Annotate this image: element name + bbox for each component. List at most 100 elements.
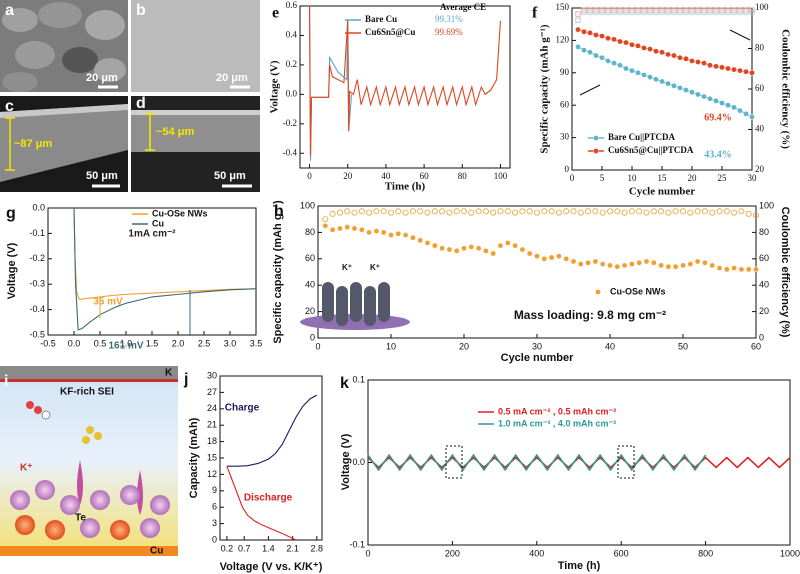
data-point [709, 262, 716, 269]
data-point [629, 41, 635, 48]
ce-point [534, 209, 541, 216]
ce-point [575, 11, 581, 17]
ce-point [753, 212, 760, 219]
data-point [724, 266, 730, 273]
sem-b: b 20 μm [131, 0, 260, 92]
ce-point [475, 208, 482, 215]
ce-point [643, 209, 650, 216]
ce-point [336, 209, 343, 216]
ce-point [395, 208, 402, 215]
data-point [753, 266, 759, 273]
plot-frame [367, 379, 791, 546]
data-point [731, 66, 737, 73]
ce-point [647, 7, 653, 13]
sei-label: KF-rich SEI [60, 387, 114, 398]
scale-label: 50 μm [86, 170, 118, 182]
x-tick-label: -0.5 [40, 338, 56, 348]
ce-point [592, 208, 599, 215]
panel-label: g [6, 205, 16, 222]
legend-marker [595, 289, 601, 295]
data-point [719, 64, 725, 71]
ce-point [497, 208, 504, 215]
ce-point [519, 208, 526, 215]
legend-label: Cu-OSe NWs [610, 286, 666, 296]
data-point [519, 246, 526, 253]
y-axis-label: Specific capacity (mAh g⁻¹) [272, 200, 284, 344]
x-tick-label: 0.0 [68, 338, 81, 348]
y2-tick-label: 40 [759, 280, 769, 290]
ce-point [636, 208, 643, 215]
y2-tick-label: 40 [755, 124, 765, 134]
ce-point [593, 7, 599, 13]
ce-point [716, 208, 723, 215]
legend-label: Cu [152, 218, 164, 228]
chart-panel: k 0 200 400 600 800 1000 -0.1 0.0 0.1 Time (h) Volt… [340, 374, 800, 572]
data-point [743, 111, 749, 117]
x-tick-label: 50 [678, 341, 688, 351]
annotation: Discharge [244, 493, 293, 504]
data-point [623, 39, 629, 46]
y-tick-label: -0.4 [29, 304, 45, 314]
y-tick-label: 12 [207, 469, 217, 479]
y-tick-label: 20 [305, 306, 315, 316]
chart-panel: e 0 20 40 60 80 100 -0.4 -0.2 0.0 0.2 0.4 0.6 Time (h… [269, 0, 511, 193]
data-point [689, 89, 695, 96]
y-tick-label: 24 [207, 403, 217, 413]
legend-title: Average CE [440, 2, 486, 12]
scale-label: 50 μm [214, 170, 246, 182]
y-tick-label: 0.6 [286, 0, 298, 10]
ce-point [322, 216, 329, 223]
x-tick-label: 60 [751, 341, 761, 351]
sem-a: a 20 μm [0, 0, 128, 92]
scale-label: 20 μm [216, 72, 248, 84]
ce-point [482, 208, 489, 215]
x-tick-label: 3.5 [250, 338, 263, 348]
data-point [665, 80, 671, 87]
nanowire [350, 282, 362, 322]
ce-point [563, 208, 570, 215]
y-tick-label: 18 [207, 436, 217, 446]
ce-point [677, 7, 683, 13]
legend-label: Bare Cu||PTCDA [608, 132, 676, 142]
y-tick-label: 15 [207, 452, 217, 462]
data-point [677, 54, 683, 61]
ce-point [701, 7, 707, 13]
nanowire [364, 286, 376, 326]
x-tick-label: 600 [614, 548, 629, 558]
panel-label: h [274, 203, 284, 220]
data-point [694, 258, 701, 265]
x-tick-label: 5 [600, 173, 605, 183]
y2-tick-label: 20 [759, 306, 769, 316]
x-tick-label: 100 [494, 171, 508, 181]
y-tick-label: 0.2 [286, 59, 297, 69]
ce-point [409, 208, 416, 215]
ce-point [577, 209, 584, 216]
y-tick-label: -0.2 [29, 253, 45, 263]
data-point [431, 242, 438, 249]
data-point [581, 47, 587, 53]
panel-label: b [136, 2, 146, 19]
ce-point [658, 208, 665, 215]
highlight-box [617, 445, 635, 479]
highlight-box [445, 445, 463, 479]
ce-point [581, 7, 587, 13]
x-axis-label: Voltage (V vs. K/K⁺) [220, 561, 323, 573]
chart-panel: j 0.2 0.7 1.4 2.1 2.8 0 3 6 9 12 15 18 21 24 27 30 Voltag… [183, 370, 323, 573]
ce-point [659, 7, 665, 13]
data-point [605, 58, 611, 64]
x-tick-label: 20 [459, 341, 469, 351]
data-point [424, 240, 431, 246]
data-point [410, 234, 416, 241]
y2-tick-label: 60 [755, 83, 765, 93]
data-point [635, 70, 641, 76]
ce-point [446, 209, 453, 216]
data-point [671, 52, 677, 59]
chart-panel: f 0 5 10 15 20 25 30 0 30 60 90 120 150 20 40 60 80 100 Cyc… [532, 2, 791, 197]
legend-note: 99.69% [435, 27, 463, 37]
y-tick-label: 60 [305, 253, 315, 263]
arrow [579, 84, 601, 96]
data-point [713, 63, 719, 70]
ce-point [453, 208, 460, 215]
plot-frame [219, 375, 323, 541]
